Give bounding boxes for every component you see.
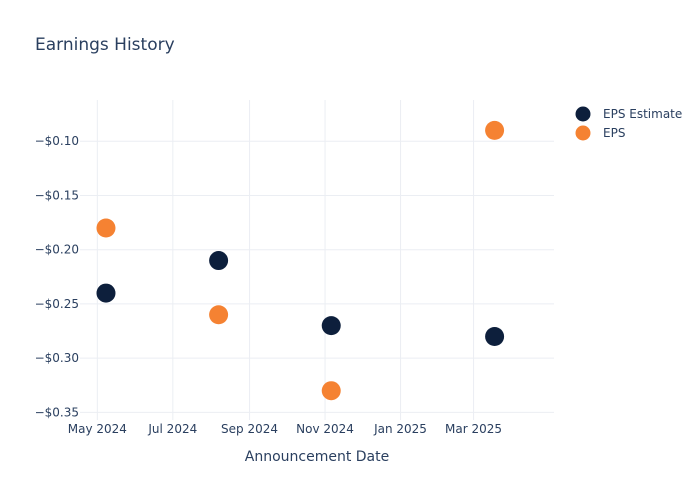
chart-title: Earnings History — [35, 35, 175, 55]
x-axis-title: Announcement Date — [245, 449, 389, 465]
eps-point — [321, 381, 341, 401]
eps-estimate-point — [485, 326, 505, 346]
legend: EPS Estimate EPS — [575, 106, 682, 141]
y-tick-label: −$0.25 — [35, 297, 79, 311]
y-gridlines — [80, 140, 554, 413]
y-tick-label: −$0.10 — [35, 134, 79, 148]
eps-point — [209, 305, 229, 325]
eps-point — [96, 218, 116, 238]
x-tick-label: Jul 2024 — [147, 422, 197, 436]
eps-estimate-point — [321, 316, 341, 336]
eps-estimate-point — [96, 283, 116, 303]
y-tick-label: −$0.15 — [35, 188, 79, 202]
legend-label-eps-estimate: EPS Estimate — [603, 107, 682, 121]
eps-point — [485, 120, 505, 140]
x-gridlines — [96, 100, 475, 420]
legend-label-eps: EPS — [603, 126, 625, 140]
legend-marker-eps — [575, 125, 591, 141]
y-tick-label: −$0.35 — [35, 405, 79, 419]
eps-estimate-point — [209, 251, 229, 271]
x-axis-ticks: May 2024 Jul 2024 Sep 2024 Nov 2024 Jan 2025… — [68, 422, 502, 436]
x-tick-label: May 2024 — [68, 422, 127, 436]
legend-marker-eps-estimate — [575, 106, 591, 122]
data-points — [96, 120, 505, 401]
x-tick-label: Jan 2025 — [373, 422, 427, 436]
y-tick-label: −$0.30 — [35, 351, 79, 365]
y-axis-ticks: −$0.10 −$0.15 −$0.20 −$0.25 −$0.30 −$0.35 — [35, 134, 79, 419]
x-tick-label: Nov 2024 — [296, 422, 354, 436]
y-tick-label: −$0.20 — [35, 243, 79, 257]
x-tick-label: Mar 2025 — [445, 422, 502, 436]
x-tick-label: Sep 2024 — [221, 422, 278, 436]
